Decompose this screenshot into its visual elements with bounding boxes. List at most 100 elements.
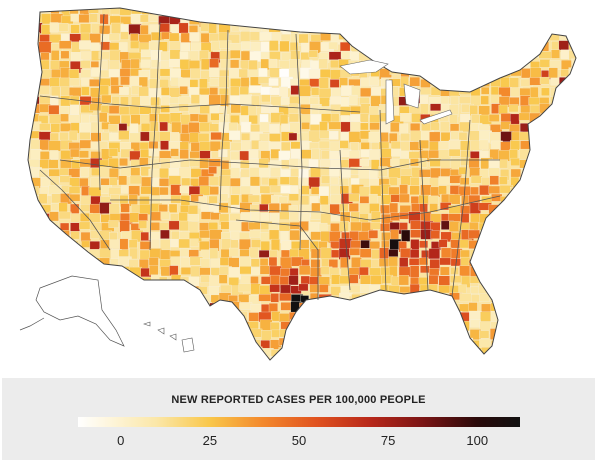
county-cell bbox=[569, 168, 576, 177]
county-cell bbox=[50, 249, 59, 260]
county-cell bbox=[438, 68, 452, 79]
county-cell bbox=[510, 8, 523, 17]
county-cell bbox=[328, 130, 339, 140]
county-cell bbox=[478, 68, 490, 77]
county-cell bbox=[480, 240, 492, 250]
county-cell bbox=[230, 14, 240, 24]
county-cell bbox=[489, 49, 499, 60]
county-cell bbox=[550, 267, 563, 279]
county-cell bbox=[229, 347, 241, 360]
county-cell bbox=[448, 42, 460, 54]
county-cell bbox=[580, 293, 590, 301]
county-cell bbox=[349, 348, 361, 360]
county-cell bbox=[579, 79, 589, 88]
county-cell bbox=[529, 196, 543, 209]
county-cell bbox=[369, 169, 378, 180]
state-border bbox=[419, 139, 429, 291]
county-cell bbox=[439, 121, 450, 133]
county-cell bbox=[450, 34, 462, 42]
county-cell bbox=[140, 49, 151, 57]
county-cell bbox=[418, 158, 428, 168]
county-cell bbox=[28, 159, 29, 170]
county-cell bbox=[431, 8, 440, 12]
county-cell bbox=[580, 86, 589, 96]
county-cell bbox=[319, 159, 333, 168]
county-cell bbox=[540, 285, 552, 297]
county-cell bbox=[301, 356, 312, 360]
county-cell bbox=[538, 184, 548, 195]
county-cell bbox=[69, 355, 81, 360]
county-cell bbox=[100, 293, 112, 302]
county-cell bbox=[500, 204, 512, 214]
county-cell bbox=[400, 321, 413, 334]
county-cell bbox=[299, 312, 314, 322]
county-cell bbox=[438, 285, 451, 294]
county-cell bbox=[230, 151, 241, 161]
county-cell bbox=[549, 148, 560, 161]
county-cell bbox=[80, 266, 90, 278]
county-cell bbox=[188, 60, 201, 70]
county-cell bbox=[350, 302, 362, 312]
county-cell bbox=[361, 294, 375, 304]
county-cell bbox=[359, 113, 369, 123]
county-cell bbox=[350, 321, 361, 329]
county-cell bbox=[269, 133, 281, 142]
county-cell bbox=[28, 42, 29, 54]
county-cell bbox=[459, 76, 472, 89]
county-cell bbox=[359, 158, 369, 167]
county-cell bbox=[70, 24, 80, 34]
county-cell bbox=[271, 311, 281, 322]
county-cell bbox=[289, 176, 299, 186]
county-cell bbox=[580, 330, 593, 338]
county-cell bbox=[219, 339, 229, 348]
county-cell bbox=[390, 320, 403, 329]
county-cell bbox=[540, 339, 550, 349]
county-cell bbox=[238, 283, 251, 293]
county-cell bbox=[40, 338, 54, 347]
county-cell bbox=[520, 40, 534, 50]
county-cell bbox=[530, 220, 543, 233]
county-cell bbox=[181, 177, 191, 186]
county-cell bbox=[521, 31, 533, 39]
county-cell bbox=[539, 321, 550, 334]
county-cell bbox=[559, 348, 569, 358]
county-cell bbox=[499, 50, 513, 60]
county-cell bbox=[318, 294, 332, 303]
county-cell bbox=[560, 204, 572, 214]
county-cell bbox=[500, 275, 513, 288]
county-cell bbox=[530, 239, 540, 249]
county-cell bbox=[470, 67, 484, 77]
county-cell bbox=[560, 231, 570, 240]
county-cell bbox=[160, 294, 170, 302]
county-cell bbox=[568, 115, 576, 127]
county-cell bbox=[188, 8, 200, 14]
county-cell bbox=[148, 304, 157, 315]
county-cell bbox=[399, 222, 408, 231]
county-cell bbox=[449, 328, 462, 337]
county-cell bbox=[218, 193, 229, 202]
county-cell bbox=[510, 320, 519, 329]
state-border bbox=[110, 195, 501, 221]
county-cell bbox=[49, 95, 59, 106]
county-cell bbox=[109, 239, 122, 249]
county-cell bbox=[39, 320, 52, 329]
county-cell bbox=[388, 339, 399, 351]
county-cell bbox=[490, 357, 503, 360]
county-cell bbox=[549, 195, 562, 204]
county-cell bbox=[350, 42, 364, 52]
county-cell bbox=[489, 258, 500, 271]
county-cell bbox=[581, 70, 591, 79]
county-cell bbox=[549, 8, 559, 13]
county-cell bbox=[521, 221, 531, 233]
county-cell bbox=[581, 115, 593, 125]
county-cell bbox=[520, 258, 531, 270]
county-cell bbox=[338, 22, 351, 31]
county-cell bbox=[128, 24, 142, 35]
county-cell bbox=[158, 286, 169, 294]
county-cell bbox=[579, 347, 591, 355]
county-cell bbox=[488, 33, 498, 44]
county-cell bbox=[380, 49, 393, 61]
county-cell bbox=[528, 175, 539, 185]
county-cell bbox=[409, 50, 421, 63]
county-cell bbox=[118, 175, 128, 186]
